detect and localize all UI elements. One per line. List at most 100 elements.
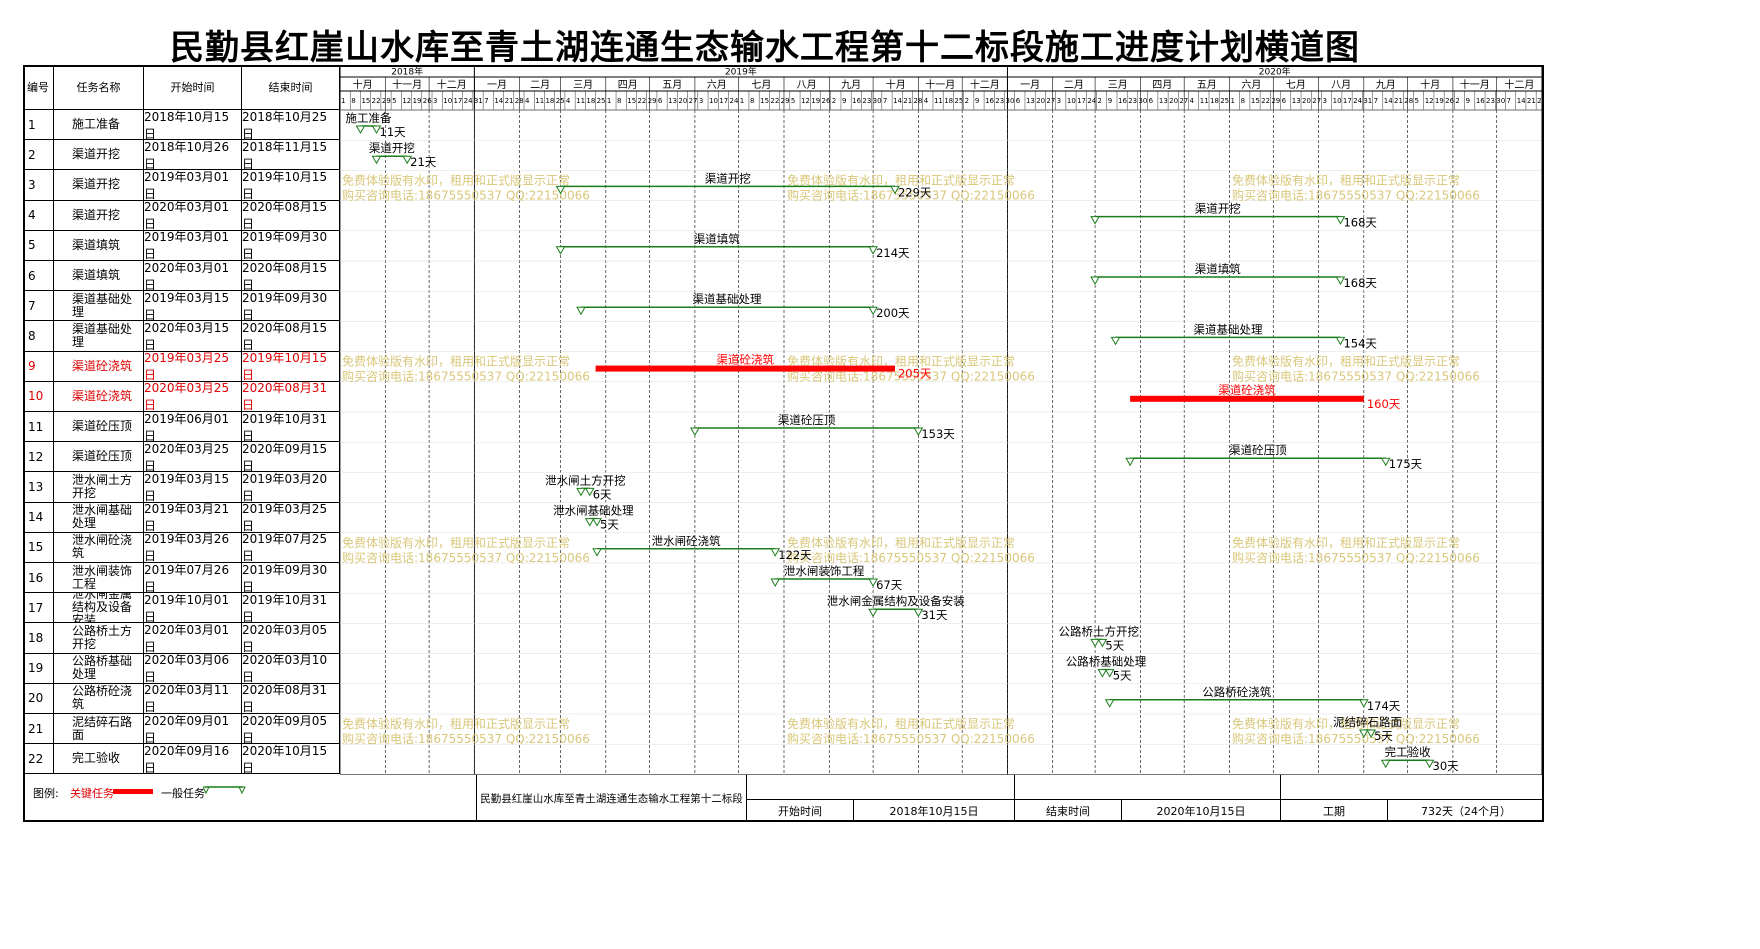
footer-project-name: 民勤县红崖山水库至青土湖连通生态输水工程第十二标段: [476, 775, 746, 822]
task-bar-label: 渠道填筑: [1195, 262, 1241, 276]
task-name: 渠道砼浇筑: [54, 351, 144, 382]
task-duration-label: 122天: [778, 548, 812, 562]
watermark-line1: 免费体验版有水印，租用和正式版显示正常: [787, 535, 1015, 550]
start-marker: [770, 578, 781, 588]
task-duration-label: 168天: [1343, 276, 1377, 290]
week-tick-label: 22: [1261, 97, 1270, 105]
month-label: 三月: [573, 79, 593, 91]
week-tick-label: 3: [433, 97, 437, 105]
watermark-line1: 免费体验版有水印，租用和正式版显示正常: [1232, 172, 1460, 187]
end-marker: [371, 125, 382, 135]
month-label: 八月: [797, 79, 817, 91]
task-bar-label: 渠道砼压顶: [778, 413, 836, 427]
start-marker: [1090, 276, 1100, 286]
week-tick-label: 17: [1077, 97, 1086, 105]
task-id: 21: [23, 714, 54, 745]
task-duration-label: 214天: [876, 246, 910, 260]
task-bar-label: 公路桥砼浇筑: [1202, 685, 1271, 699]
week-tick-label: 9: [1466, 97, 1470, 105]
week-tick-label: 8: [750, 97, 754, 105]
task-end: 2019年07月25日: [242, 532, 340, 563]
footer-duration-label: 工期: [1280, 799, 1387, 822]
task-id: 3: [23, 170, 54, 201]
task-id: 10: [23, 381, 54, 412]
week-tick-label: 12: [801, 97, 810, 105]
task-bar-label: 泥结碎石路面: [1333, 715, 1402, 729]
start-marker: [1104, 699, 1115, 708]
task-duration-label: 21天: [410, 155, 437, 169]
week-tick-label: 11: [1200, 97, 1209, 105]
month-label: 一月: [487, 79, 507, 91]
week-tick-label: 28: [1537, 97, 1542, 105]
task-end: 2019年10月15日: [242, 351, 340, 382]
month-label: 六月: [707, 79, 727, 91]
end-marker: [868, 246, 878, 255]
task-duration-label: 5天: [1105, 638, 1124, 652]
page-title: 民勤县红崖山水库至青土湖连通生态输水工程第十二标段施工进度计划横道图: [170, 28, 1360, 68]
end-marker: [1097, 638, 1108, 648]
task-start: 2019年03月01日: [144, 230, 242, 261]
week-tick-label: 30: [1496, 97, 1505, 105]
task-end: 2020年08月31日: [242, 683, 340, 714]
week-tick-label: 2: [832, 97, 836, 105]
week-tick-label: 30: [1006, 97, 1015, 105]
week-tick-label: 29: [781, 97, 790, 105]
task-id: 1: [23, 110, 54, 141]
task-bar-label: 渠道砼浇筑: [1218, 383, 1276, 397]
task-bar-label: 渠道开挖: [1195, 202, 1241, 216]
task-duration-label: 175天: [1389, 457, 1423, 471]
task-id: 9: [23, 351, 54, 382]
task-duration-label: 174天: [1367, 699, 1401, 713]
task-end: 2020年09月15日: [242, 442, 340, 473]
week-tick-label: 5: [392, 97, 396, 105]
task-name: 渠道基础处理: [54, 291, 144, 322]
task-start: 2019年03月15日: [144, 472, 242, 503]
week-tick-label: 4: [566, 97, 571, 105]
start-marker: [1125, 457, 1135, 467]
week-tick-label: 13: [1292, 97, 1301, 105]
task-duration-label: 5天: [600, 518, 619, 532]
task-end: 2019年09月30日: [242, 563, 340, 594]
week-tick-label: 10: [443, 97, 452, 105]
week-tick-label: 9: [1108, 97, 1112, 105]
week-tick-label: 4: [525, 97, 530, 105]
task-id: 2: [23, 140, 54, 171]
end-marker: [1335, 276, 1346, 286]
watermark-line2: 购买咨询电话:18675550537 QQ:22150066: [787, 369, 1035, 384]
week-tick-label: 18: [545, 97, 554, 105]
task-name: 泥结碎石路面: [54, 714, 144, 745]
task-id: 5: [23, 230, 54, 261]
task-start: 2019年07月26日: [144, 563, 242, 594]
watermark-line2: 购买咨询电话:18675550537 QQ:22150066: [787, 187, 1035, 202]
week-tick-label: 6: [1149, 97, 1154, 105]
task-bar-label: 完工验收: [1385, 745, 1431, 759]
task-end: 2020年08月31日: [242, 381, 340, 412]
header-start: 开始时间: [144, 65, 242, 110]
task-end: 2019年03月20日: [242, 472, 340, 503]
week-tick-label: 27: [689, 97, 698, 105]
task-end: 2018年10月25日: [242, 110, 340, 141]
task-start: 2020年03月01日: [144, 261, 242, 292]
watermark-line1: 免费体验版有水印，租用和正式版显示正常: [787, 354, 1015, 369]
week-tick-label: 17: [1343, 97, 1352, 105]
task-start: 2020年03月15日: [144, 321, 242, 352]
task-name: 公路桥基础处理: [54, 653, 144, 684]
week-tick-label: 6: [1016, 97, 1021, 105]
end-marker: [890, 185, 900, 195]
week-tick-label: 15: [760, 97, 769, 105]
end-marker: [868, 306, 878, 316]
week-tick-label: 24: [729, 97, 738, 105]
footer-duration-value: 732天（24个月）: [1387, 799, 1544, 822]
footer-blank-2: [1014, 775, 1280, 799]
task-start: 2019年10月01日: [144, 593, 242, 624]
week-tick-label: 27: [1046, 97, 1055, 105]
week-tick-label: 4: [1190, 97, 1195, 105]
week-tick-label: 13: [1159, 97, 1168, 105]
week-tick-label: 28: [515, 97, 524, 105]
legend-label: 图例:: [33, 787, 59, 800]
week-tick-label: 18: [586, 97, 595, 105]
task-duration-label: 153天: [921, 427, 955, 441]
week-tick-label: 21: [1394, 97, 1403, 105]
week-tick-label: 30: [873, 97, 882, 105]
week-tick-label: 27: [1312, 97, 1321, 105]
